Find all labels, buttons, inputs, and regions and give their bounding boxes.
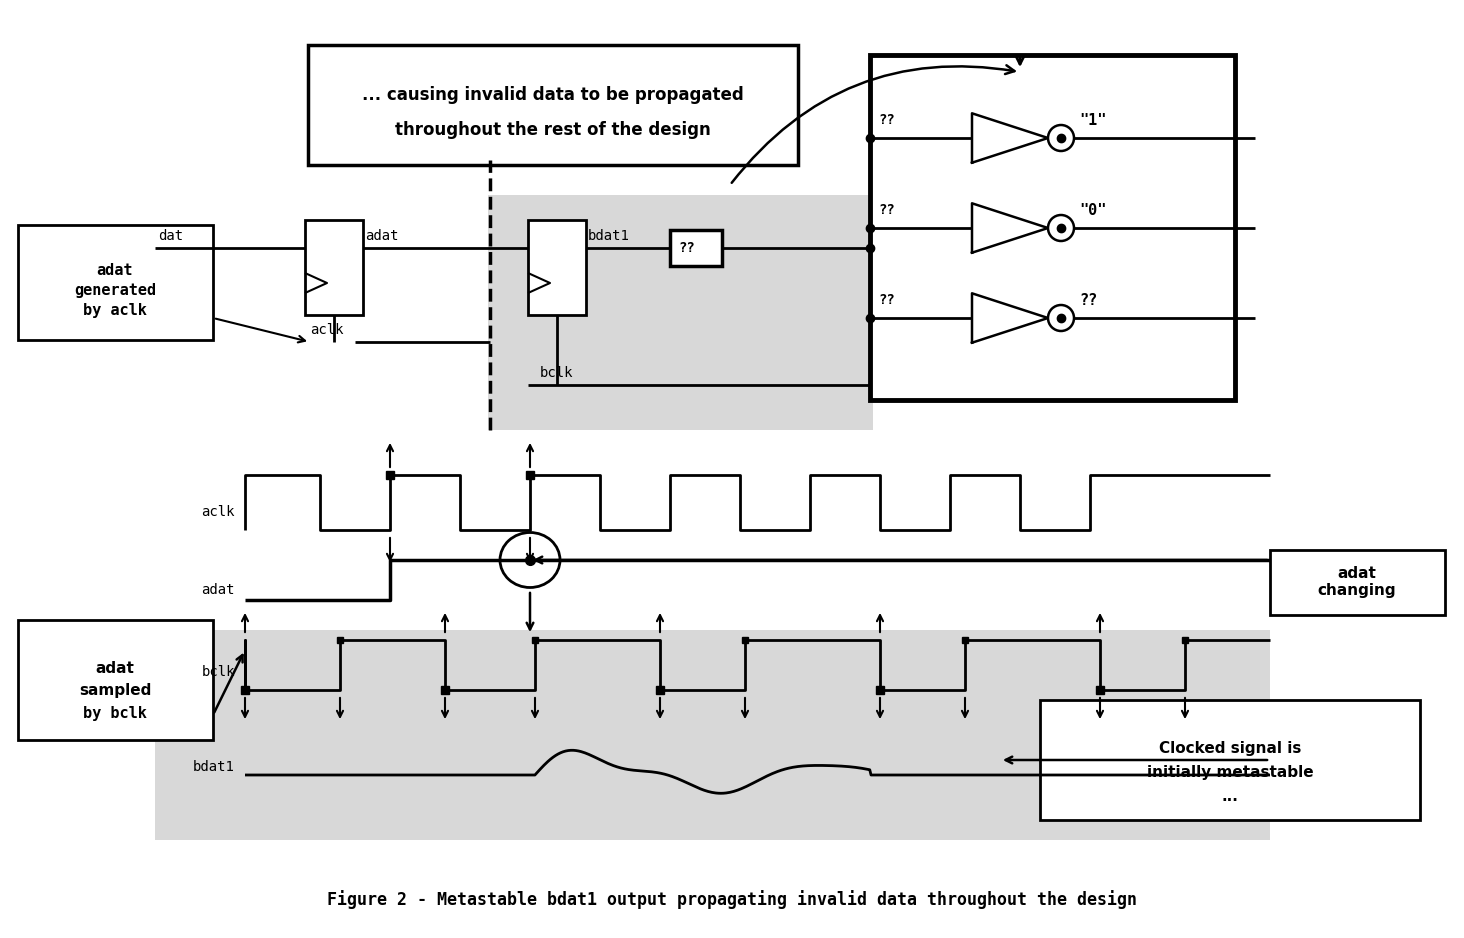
Text: Clocked signal is: Clocked signal is xyxy=(1159,740,1301,755)
Circle shape xyxy=(1048,215,1075,241)
Circle shape xyxy=(1048,125,1075,151)
Text: ... causing invalid data to be propagated: ... causing invalid data to be propagate… xyxy=(362,86,744,104)
Text: "0": "0" xyxy=(1079,203,1107,218)
Text: aclk: aclk xyxy=(310,323,344,337)
Circle shape xyxy=(1048,305,1075,331)
Bar xyxy=(870,55,1236,400)
Text: bclk: bclk xyxy=(540,366,574,380)
Text: bclk: bclk xyxy=(202,665,236,679)
Text: aclk: aclk xyxy=(202,505,236,519)
Text: initially metastable: initially metastable xyxy=(1146,764,1313,779)
Bar xyxy=(488,195,873,430)
Text: throughout the rest of the design: throughout the rest of the design xyxy=(395,121,712,139)
Text: generated: generated xyxy=(75,282,157,297)
Text: by aclk: by aclk xyxy=(83,302,146,317)
Text: by bclk: by bclk xyxy=(83,705,146,720)
Bar xyxy=(1039,700,1420,820)
Bar xyxy=(155,630,1269,840)
Text: adat
changing: adat changing xyxy=(1318,566,1397,598)
Text: "1": "1" xyxy=(1079,113,1107,128)
Bar xyxy=(18,225,212,340)
Text: ??: ?? xyxy=(878,293,895,307)
Text: ??: ?? xyxy=(678,241,695,255)
Text: ??: ?? xyxy=(878,113,895,127)
Text: ??: ?? xyxy=(1079,293,1097,308)
Bar xyxy=(307,45,798,165)
Text: bdat1: bdat1 xyxy=(193,760,236,774)
Polygon shape xyxy=(972,204,1048,252)
Text: bdat1: bdat1 xyxy=(589,229,630,243)
Text: sampled: sampled xyxy=(79,683,151,698)
Text: dat: dat xyxy=(158,229,183,243)
Text: ??: ?? xyxy=(878,203,895,217)
Polygon shape xyxy=(972,294,1048,342)
Bar xyxy=(18,620,212,740)
Bar xyxy=(529,220,586,315)
Bar xyxy=(1269,550,1445,615)
Text: adat: adat xyxy=(95,660,135,675)
Bar xyxy=(305,220,363,315)
Text: adat: adat xyxy=(365,229,398,243)
FancyArrowPatch shape xyxy=(732,66,1015,183)
Text: Figure 2 - Metastable bdat1 output propagating invalid data throughout the desig: Figure 2 - Metastable bdat1 output propa… xyxy=(326,890,1138,910)
Text: ...: ... xyxy=(1221,789,1239,804)
Text: adat: adat xyxy=(202,583,236,597)
Bar xyxy=(671,230,722,266)
Polygon shape xyxy=(972,113,1048,162)
Text: adat: adat xyxy=(97,263,133,278)
